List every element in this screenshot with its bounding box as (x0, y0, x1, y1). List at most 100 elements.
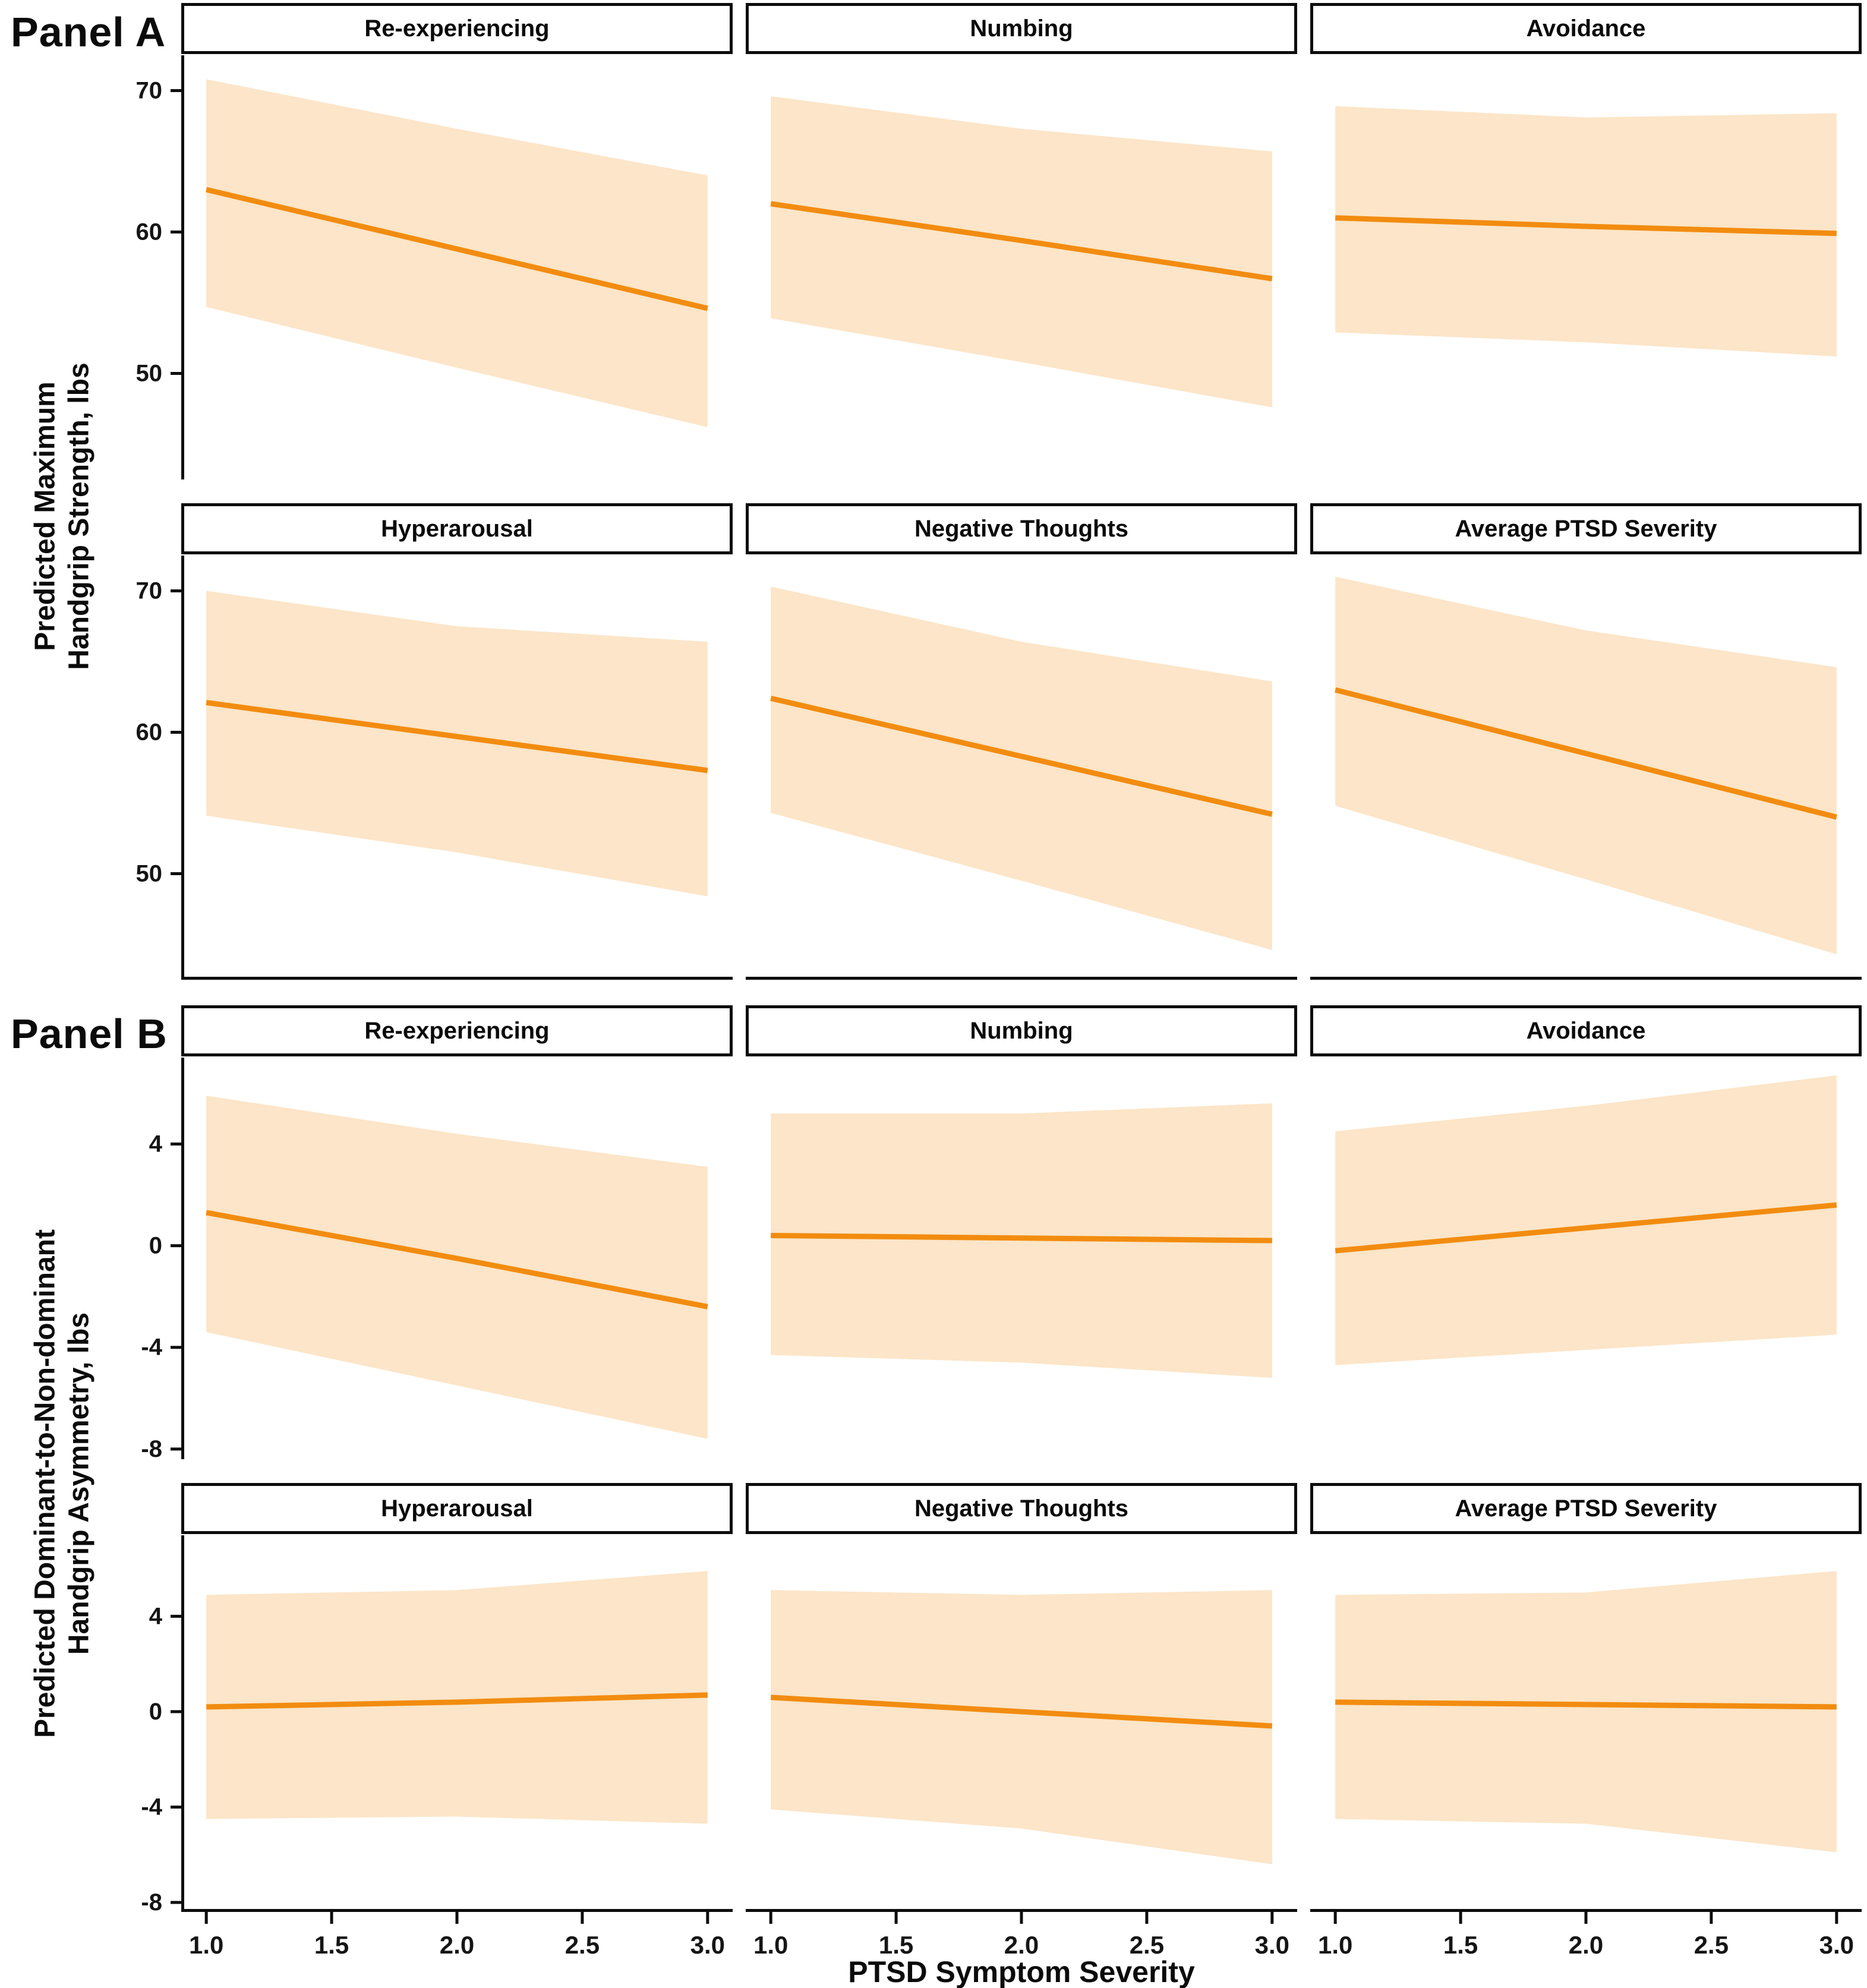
facet-plot: 4 0 -4 -8 1.0 1.5 2.0 2.5 3.0 (141, 1535, 733, 1959)
confidence-ribbon (771, 96, 1272, 408)
x-tick-label: 2.0 (440, 1931, 474, 1959)
facet-b-negative-thoughts: Negative Thoughts 1.0 1.5 2.0 2.5 3.0 (746, 1483, 1297, 1959)
x-tick-label: 1.0 (1318, 1931, 1352, 1959)
facet-title: Re-experiencing (364, 15, 550, 42)
facet-a-negative-thoughts: Negative Thoughts (746, 503, 1297, 981)
x-tick-label: 2.5 (1694, 1931, 1729, 1959)
confidence-ribbon (771, 586, 1272, 951)
facet-a-average-ptsd-severity: Average PTSD Severity (1310, 503, 1862, 981)
facet-title: Avoidance (1526, 15, 1646, 42)
confidence-ribbon (206, 1096, 708, 1439)
x-tick-label: 2.0 (1569, 1931, 1603, 1959)
facet-plot: 4 0 -4 -8 (141, 1058, 708, 1462)
facet-plot (1335, 1075, 1837, 1365)
facet-plot (770, 96, 1273, 408)
confidence-ribbon (206, 1571, 708, 1824)
y-tick-label: 0 (149, 1233, 162, 1259)
x-tick-label: 3.0 (1255, 1931, 1289, 1959)
confidence-ribbon (206, 79, 708, 427)
y-tick-label: -4 (141, 1794, 162, 1820)
x-tick-label: 1.5 (1443, 1931, 1478, 1959)
facet-title: Average PTSD Severity (1455, 515, 1717, 542)
y-tick-label: 50 (136, 361, 163, 387)
confidence-ribbon (206, 591, 708, 897)
panel-b-facet-grid: Re-experiencing 4 0 -4 -8 Numbing Avoidance… (141, 1005, 1862, 1959)
facet-title: Numbing (970, 15, 1073, 42)
facet-a-avoidance: Avoidance (1310, 3, 1862, 481)
panel-a-facet-grid: Re-experiencing 70 60 50 Numbing Avoidance… (136, 3, 1862, 981)
facet-plot: 70 60 50 (136, 556, 733, 980)
facet-b-hyperarousal: Hyperarousal 4 0 -4 -8 1.0 1.5 2.0 2.5 3.0 (141, 1483, 733, 1959)
x-tick-label: 1.0 (189, 1931, 223, 1959)
x-tick-label: 3.0 (690, 1931, 725, 1959)
facet-strip: Hyperarousal (181, 503, 733, 554)
facet-title: Negative Thoughts (914, 1495, 1129, 1522)
y-tick-label: 70 (136, 578, 163, 604)
facet-plot: 70 60 50 (136, 55, 708, 479)
y-tick-label: 0 (149, 1699, 162, 1725)
facet-title: Hyperarousal (381, 515, 533, 542)
y-tick-label: 70 (136, 78, 163, 104)
trend-line (1335, 1202, 1837, 1254)
facet-title: Average PTSD Severity (1455, 1495, 1717, 1522)
y-tick-label: -4 (141, 1334, 162, 1361)
y-tick-label: -8 (141, 1436, 162, 1462)
trend-line (1335, 687, 1837, 820)
facet-plot (1310, 576, 1862, 980)
y-tick-label: 50 (136, 861, 163, 887)
facet-strip: Average PTSD Severity (1310, 1483, 1862, 1534)
facet-plot (771, 1103, 1272, 1378)
facet-b-avoidance: Avoidance (1310, 1005, 1862, 1460)
trend-line (770, 201, 1273, 282)
facet-strip: Numbing (746, 3, 1297, 54)
trend-line (771, 1232, 1272, 1244)
confidence-ribbon (1335, 1075, 1837, 1365)
x-tick-label: 1.5 (314, 1931, 349, 1959)
facet-a-numbing: Numbing (746, 3, 1297, 481)
trend-line (206, 700, 708, 774)
trend-line (770, 695, 1273, 817)
y-tick-label: 4 (149, 1131, 163, 1157)
facet-title: Hyperarousal (381, 1495, 533, 1522)
facet-b-average-ptsd-severity: Average PTSD Severity 1.0 1.5 2.0 2.5 3.0 (1310, 1483, 1862, 1959)
facet-title: Re-experiencing (364, 1017, 550, 1044)
y-tick-label: 4 (149, 1603, 163, 1629)
facet-plot (746, 586, 1297, 980)
y-tick-label: 60 (136, 720, 163, 746)
facet-strip: Avoidance (1310, 3, 1862, 54)
facet-plot (1335, 106, 1837, 356)
confidence-ribbon (771, 1590, 1272, 1864)
facet-a-re-experiencing: Re-experiencing 70 60 50 (136, 3, 733, 481)
x-tick-label: 1.5 (879, 1931, 913, 1959)
panel-a-y-axis-title: Predicted Maximum Handgrip Strength, lbs (29, 362, 94, 670)
facet-strip: Negative Thoughts (746, 1483, 1297, 1534)
x-tick-label: 2.5 (1130, 1931, 1164, 1959)
facet-title: Numbing (970, 1017, 1073, 1044)
confidence-ribbon (1335, 106, 1837, 356)
facet-plot: 1.0 1.5 2.0 2.5 3.0 (746, 1590, 1297, 1959)
confidence-ribbon (1335, 1571, 1837, 1853)
facet-title: Avoidance (1526, 1017, 1646, 1044)
trend-line (770, 1694, 1273, 1729)
facet-plot: 1.0 1.5 2.0 2.5 3.0 (1310, 1571, 1862, 1959)
trend-line (206, 187, 708, 311)
facet-strip: Negative Thoughts (746, 503, 1297, 554)
trend-line (1335, 1699, 1837, 1710)
panel-b-label: Panel B (11, 1011, 168, 1057)
facet-strip: Avoidance (1310, 1005, 1862, 1056)
x-tick-label: 1.0 (753, 1931, 788, 1959)
facet-a-hyperarousal: Hyperarousal 70 60 50 (136, 503, 733, 981)
trend-line (206, 1210, 708, 1309)
x-tick-label: 2.0 (1004, 1931, 1039, 1959)
x-tick-label: 3.0 (1819, 1931, 1854, 1959)
facet-strip: Re-experiencing (181, 3, 733, 54)
facet-strip: Hyperarousal (181, 1483, 733, 1534)
trend-line (1335, 215, 1837, 236)
facet-b-numbing: Numbing (746, 1005, 1297, 1460)
y-tick-label: 60 (136, 219, 163, 245)
facet-title: Negative Thoughts (914, 515, 1129, 542)
trend-line (206, 1692, 708, 1710)
x-tick-label: 2.5 (565, 1931, 600, 1959)
facet-strip: Numbing (746, 1005, 1297, 1056)
